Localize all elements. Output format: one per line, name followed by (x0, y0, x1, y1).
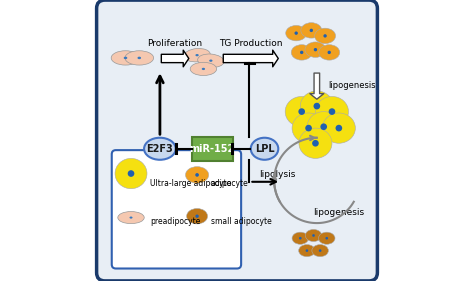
Circle shape (323, 34, 327, 38)
Circle shape (298, 108, 305, 115)
Ellipse shape (285, 96, 318, 127)
Text: lipogenesis: lipogenesis (313, 208, 365, 217)
Text: E2F3: E2F3 (146, 144, 173, 154)
Circle shape (313, 103, 320, 109)
Ellipse shape (129, 217, 133, 219)
Circle shape (320, 123, 327, 130)
Ellipse shape (312, 244, 328, 257)
Circle shape (195, 173, 199, 177)
Ellipse shape (299, 244, 315, 257)
Ellipse shape (115, 158, 147, 189)
Ellipse shape (301, 91, 333, 121)
Circle shape (312, 234, 315, 237)
Circle shape (306, 249, 308, 252)
Circle shape (314, 48, 317, 51)
Text: lipogenesis: lipogenesis (328, 81, 375, 90)
Text: Proliferation: Proliferation (147, 39, 202, 48)
Ellipse shape (319, 232, 335, 244)
Circle shape (326, 237, 328, 240)
Text: lipolysis: lipolysis (259, 170, 295, 179)
Circle shape (305, 125, 312, 132)
Ellipse shape (251, 138, 278, 160)
Ellipse shape (305, 42, 326, 57)
Ellipse shape (316, 96, 348, 127)
Circle shape (310, 29, 313, 32)
Ellipse shape (301, 23, 322, 38)
Ellipse shape (299, 128, 332, 158)
Circle shape (336, 125, 342, 132)
Ellipse shape (144, 138, 176, 160)
Text: Ultra-large adipocyte: Ultra-large adipocyte (150, 179, 232, 188)
Ellipse shape (187, 209, 208, 224)
Circle shape (328, 108, 335, 115)
Ellipse shape (195, 54, 199, 56)
Text: TG Production: TG Production (219, 39, 283, 48)
Ellipse shape (315, 28, 336, 44)
Ellipse shape (185, 167, 209, 183)
FancyBboxPatch shape (97, 0, 377, 281)
Ellipse shape (305, 229, 322, 242)
Text: miR-152: miR-152 (190, 144, 235, 154)
Circle shape (312, 140, 319, 147)
Ellipse shape (125, 51, 154, 65)
Ellipse shape (291, 45, 312, 60)
Ellipse shape (209, 60, 212, 62)
Ellipse shape (198, 54, 224, 67)
Ellipse shape (137, 57, 141, 59)
Circle shape (294, 31, 298, 35)
Text: preadipocyte: preadipocyte (150, 217, 201, 226)
Text: small adipocyte: small adipocyte (211, 217, 272, 226)
Ellipse shape (190, 62, 217, 76)
Text: LPL: LPL (255, 144, 274, 154)
Circle shape (328, 51, 331, 54)
Circle shape (319, 249, 321, 252)
Circle shape (128, 170, 134, 177)
Ellipse shape (184, 49, 210, 62)
Ellipse shape (118, 212, 144, 224)
Ellipse shape (124, 57, 128, 59)
Circle shape (300, 51, 303, 54)
Ellipse shape (286, 26, 307, 41)
Ellipse shape (307, 112, 340, 142)
FancyBboxPatch shape (191, 137, 233, 161)
Ellipse shape (292, 232, 309, 244)
Circle shape (299, 237, 301, 240)
Ellipse shape (111, 51, 140, 65)
Ellipse shape (319, 45, 340, 60)
Circle shape (195, 214, 199, 218)
FancyBboxPatch shape (112, 150, 241, 269)
Ellipse shape (292, 113, 325, 143)
Ellipse shape (322, 113, 356, 143)
Ellipse shape (202, 68, 205, 70)
Text: adipocyte: adipocyte (211, 179, 248, 188)
